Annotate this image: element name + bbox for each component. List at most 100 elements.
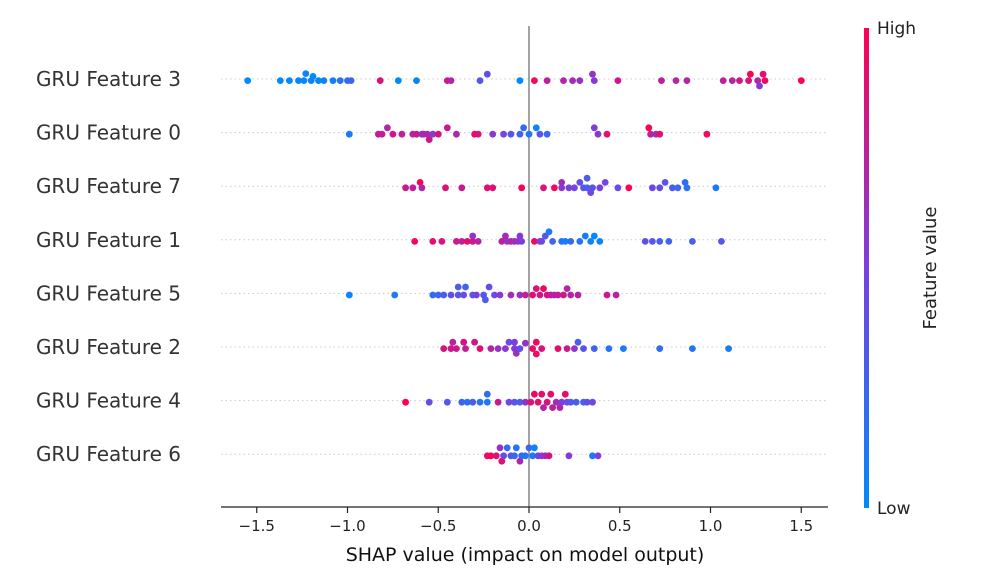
shap-point (549, 238, 556, 245)
shap-point (538, 390, 546, 398)
shap-point (712, 184, 720, 192)
feature-label: GRU Feature 4 (36, 389, 181, 413)
shap-point (462, 283, 469, 291)
shap-point (429, 130, 437, 138)
shap-point (487, 452, 495, 460)
shap-point (703, 130, 711, 138)
shap-point (532, 124, 540, 132)
x-tick-label: 1.0 (699, 517, 723, 535)
shap-point (719, 77, 727, 84)
shap-point (376, 77, 384, 84)
shap-point (494, 345, 502, 352)
shap-point (576, 179, 584, 186)
shap-point (402, 184, 409, 192)
shap-point (589, 398, 596, 406)
shap-point (483, 390, 491, 398)
shap-point (661, 179, 669, 186)
feature-rows: GRU Feature 3 GRU Feature 0 GRU Feature 7 G… (36, 67, 828, 466)
shap-point (516, 457, 524, 465)
shap-point (469, 232, 477, 240)
shap-point (736, 77, 743, 84)
x-tick-label: 0.5 (608, 517, 632, 535)
x-tick-label: 1.5 (789, 517, 813, 535)
shap-point (689, 238, 696, 245)
shap-point (416, 179, 424, 186)
shap-point (567, 398, 575, 406)
shap-point (525, 444, 533, 452)
shap-point (563, 345, 571, 352)
shap-point (596, 184, 604, 192)
shap-point (683, 184, 691, 192)
shap-point (442, 184, 449, 192)
shap-point (656, 238, 664, 245)
shap-point (394, 77, 402, 84)
x-tick-label: 0.0 (517, 517, 541, 535)
x-tick-label: −0.5 (420, 517, 456, 535)
shap-point (549, 404, 556, 411)
shap-point (587, 238, 595, 245)
shap-point (645, 124, 653, 132)
shap-point (429, 291, 437, 299)
feature-label: GRU Feature 5 (36, 281, 181, 305)
shap-point (522, 291, 529, 299)
shap-point (552, 398, 560, 406)
shap-point (601, 179, 609, 186)
shap-point (725, 345, 732, 352)
shap-point (496, 291, 504, 299)
shap-point (649, 184, 656, 192)
data-points (244, 70, 805, 465)
shap-point (583, 174, 591, 182)
shap-point (336, 77, 344, 84)
shap-point (424, 130, 431, 138)
shap-point (462, 345, 469, 352)
shap-point (590, 124, 598, 132)
colorbar-high-label: High (877, 19, 916, 39)
shap-point (649, 238, 656, 245)
shap-point (558, 179, 566, 186)
shap-point (244, 77, 252, 84)
shap-point (759, 70, 767, 78)
shap-point (569, 77, 576, 84)
shap-point (516, 77, 524, 84)
colorbar-low-label: Low (877, 499, 911, 519)
shap-point (658, 77, 665, 84)
shap-point (447, 77, 455, 84)
shap-point (453, 345, 460, 352)
shap-point (491, 291, 498, 299)
shap-point (516, 398, 524, 406)
shap-point (540, 404, 547, 411)
shap-point (558, 398, 566, 406)
shap-point (525, 130, 533, 138)
shap-point (500, 130, 507, 138)
shap-point (563, 285, 571, 292)
shap-point (286, 77, 293, 84)
shap-point (603, 291, 611, 299)
shap-point (429, 238, 437, 245)
shap-point (529, 291, 536, 299)
shap-point (574, 338, 582, 346)
shap-point (489, 184, 497, 192)
shap-point (384, 124, 391, 132)
shap-point (590, 232, 598, 240)
shap-point (391, 291, 399, 299)
shap-point (565, 184, 573, 192)
shap-point (487, 345, 495, 352)
shap-point (520, 124, 527, 132)
shap-point (576, 238, 584, 245)
shap-point (511, 452, 518, 460)
shap-point (529, 345, 536, 352)
shap-point (683, 77, 691, 84)
shap-point (454, 283, 462, 291)
shap-point (594, 452, 602, 460)
shap-point (518, 238, 526, 245)
shap-point (529, 452, 536, 460)
shap-point (347, 77, 355, 84)
shap-point (554, 345, 562, 352)
shap-point (540, 285, 547, 292)
shap-point (302, 70, 310, 77)
shap-point (463, 238, 471, 245)
shap-point (522, 339, 529, 347)
shap-point (551, 184, 558, 192)
shap-point (320, 77, 328, 84)
